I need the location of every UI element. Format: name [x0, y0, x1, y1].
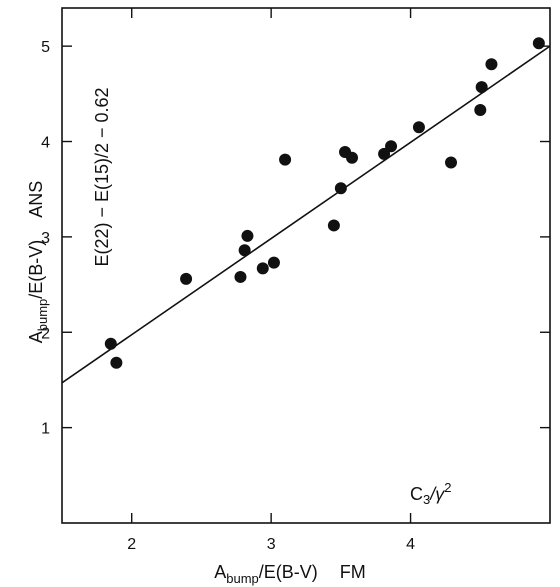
- data-point: [279, 153, 292, 166]
- annotation-c3-rest: /γ: [428, 484, 445, 504]
- annotation-c3-sub: 3: [423, 492, 430, 507]
- data-point: [385, 140, 398, 153]
- data-point: [104, 337, 117, 350]
- annotation-c3-gamma: C3/γ2: [410, 480, 451, 507]
- data-point: [241, 229, 254, 242]
- y-tick-label: 1: [41, 421, 50, 438]
- y-tick-label: 4: [41, 135, 50, 152]
- x-axis-label-suffix: FM: [340, 562, 366, 582]
- data-point: [445, 156, 458, 169]
- x-axis-label-main: A: [214, 562, 226, 582]
- axis-ticks: [62, 8, 550, 523]
- y-tick-label: 3: [41, 230, 50, 247]
- y-tick-label: 2: [41, 325, 50, 342]
- annotation-c3-main: C: [410, 484, 423, 504]
- data-point: [475, 81, 488, 94]
- plot-frame: [61, 7, 551, 524]
- y-axis-label-main: A: [26, 331, 46, 343]
- data-point: [378, 147, 391, 160]
- data-point: [485, 58, 498, 71]
- data-point: [532, 37, 545, 50]
- data-point: [110, 356, 123, 369]
- data-point: [474, 104, 487, 117]
- data-point: [267, 256, 280, 269]
- data-point: [412, 121, 425, 134]
- data-point: [346, 151, 359, 164]
- x-tick-label: 4: [406, 536, 415, 553]
- x-tick-label: 3: [267, 536, 276, 553]
- axis-tick-labels: 2 3 4 1 2 3 4 5: [41, 39, 415, 553]
- y-axis-label: Abump/E(B-V) ANS: [26, 181, 50, 344]
- data-points: [104, 37, 545, 369]
- data-point: [234, 270, 247, 283]
- x-axis-label-sub: bump: [226, 571, 259, 586]
- data-point: [180, 272, 193, 285]
- data-point: [256, 262, 269, 275]
- y-axis-label-rest: /E(B-V): [26, 240, 46, 299]
- annotation-c3-sup: 2: [444, 480, 451, 495]
- y-axis-label-sub: bump: [35, 299, 50, 332]
- data-point: [238, 244, 251, 257]
- annotation-formula: E(22) − E(15)/2 − 0.62: [92, 87, 112, 266]
- y-axis-label-suffix: ANS: [26, 181, 46, 218]
- data-point: [334, 182, 347, 195]
- y-tick-label: 5: [41, 39, 50, 56]
- x-axis-label-rest: /E(B-V): [259, 562, 318, 582]
- x-axis-label: Abump/E(B-V) FM: [214, 562, 366, 586]
- x-tick-label: 2: [127, 536, 136, 553]
- data-point: [327, 219, 340, 232]
- fit-line: [61, 45, 551, 384]
